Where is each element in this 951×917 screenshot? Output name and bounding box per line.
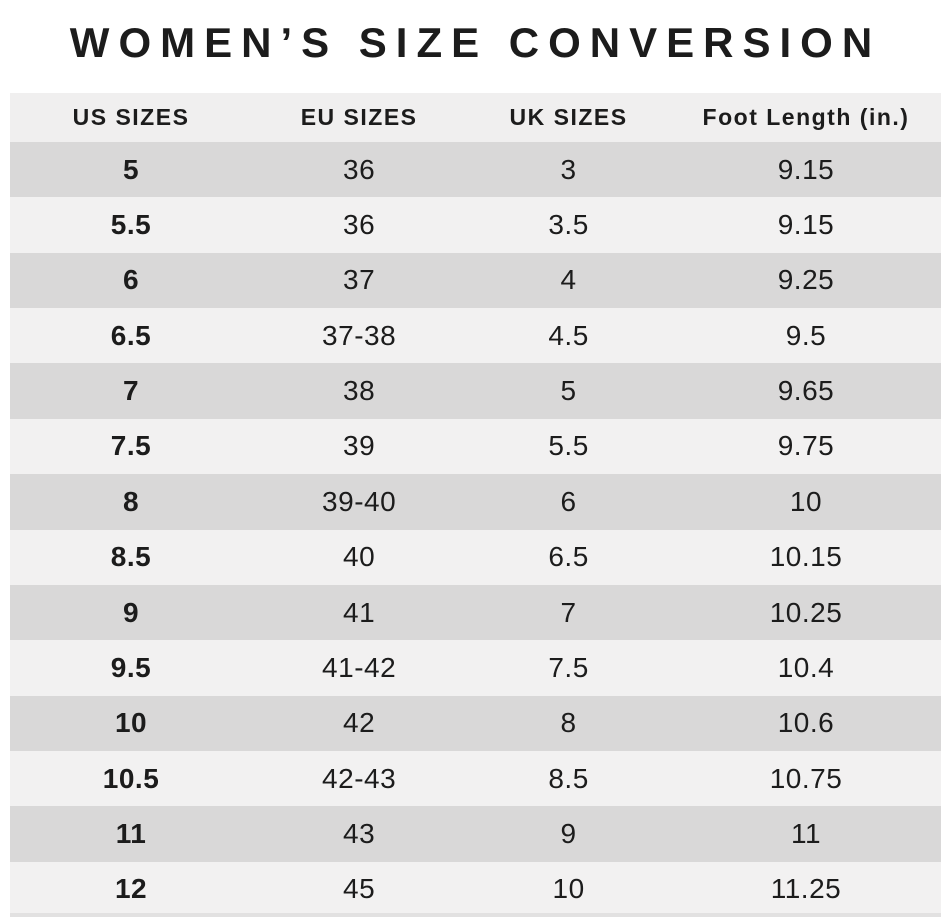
table-cell: 11: [115, 817, 147, 849]
table-cell: 39-40: [322, 485, 397, 517]
column-header-us-sizes: US SIZES: [72, 104, 190, 130]
table-cell: 9.5: [785, 319, 827, 351]
table-cell: 7.5: [110, 430, 152, 462]
table-cell: 9.15: [777, 153, 835, 185]
table-row: 7 38 5 9.65: [10, 363, 941, 419]
table-cell: 12: [114, 873, 148, 905]
table-row: 9 41 7 10.25: [10, 584, 941, 641]
column-header-foot-length: Foot Length (in.): [702, 104, 910, 130]
table-cell: 9.65: [777, 375, 835, 407]
table-cell: 10.6: [777, 707, 835, 739]
size-conversion-table: US SIZES EU SIZES UK SIZES Foot Length (…: [10, 93, 941, 917]
table-cell: 42: [343, 707, 376, 739]
table-cell: 8: [560, 707, 577, 739]
table-cell: 9.75: [777, 430, 835, 462]
table-cell: 7: [122, 375, 140, 407]
table-cell: 11.25: [770, 873, 842, 905]
table-body: 5 36 3 9.15 5.5 36 3.5 9.15 6 37 4 9.25 6.5 37-38 4.5 9…: [10, 142, 941, 917]
table-cell: 40: [343, 541, 376, 573]
table-cell: 5: [560, 375, 577, 407]
table-cell: 4.5: [548, 319, 589, 351]
table-cell: 8.5: [548, 762, 589, 794]
table-cell: 10: [789, 485, 823, 517]
next-row-edge: [10, 913, 941, 917]
table-row: 10 42 8 10.6: [10, 695, 941, 751]
table-cell: 4: [560, 264, 577, 296]
table-row: 9.5 41-42 7.5 10.4: [10, 640, 941, 696]
table-cell: 6: [122, 264, 140, 296]
title-bar: WOMEN’S SIZE CONVERSION: [0, 0, 951, 93]
table-cell: 9: [560, 817, 577, 849]
table-cell: 5.5: [110, 209, 152, 241]
table-cell: 10.5: [102, 762, 160, 794]
table-row: 5 36 3 9.15: [10, 142, 941, 198]
table-cell: 10.25: [769, 596, 843, 628]
table-cell: 8: [122, 485, 140, 517]
column-header-eu-sizes: EU SIZES: [300, 104, 418, 130]
column-header-uk-sizes: UK SIZES: [509, 104, 628, 130]
table-cell: 5.5: [548, 430, 589, 462]
table-header-row: US SIZES EU SIZES UK SIZES Foot Length (…: [10, 93, 941, 142]
table-cell: 38: [343, 375, 376, 407]
table-cell: 41: [343, 596, 376, 628]
size-table-container: US SIZES EU SIZES UK SIZES Foot Length (…: [10, 93, 941, 917]
table-cell: 10: [114, 707, 148, 739]
table-cell: 37-38: [322, 319, 397, 351]
table-cell: 10.15: [769, 541, 843, 573]
table-cell: 8.5: [110, 541, 152, 573]
table-cell: 3: [560, 153, 577, 185]
table-row: 6.5 37-38 4.5 9.5: [10, 308, 941, 364]
table-cell: 10.4: [777, 651, 835, 683]
table-cell: 39: [343, 430, 376, 462]
table-cell: 36: [343, 153, 376, 185]
table-cell: 9.5: [110, 651, 152, 683]
table-cell: 9: [122, 596, 140, 628]
table-row: 12 45 10 11.25: [10, 861, 941, 917]
table-cell: 9.15: [777, 209, 835, 241]
table-cell: 10: [552, 873, 585, 905]
table-cell: 45: [343, 873, 376, 905]
table-row: 7.5 39 5.5 9.75: [10, 418, 941, 475]
page-title: WOMEN’S SIZE CONVERSION: [69, 18, 882, 66]
table-cell: 43: [343, 817, 376, 849]
table-cell: 10.75: [769, 762, 843, 794]
table-cell: 6.5: [110, 319, 152, 351]
table-row: 5.5 36 3.5 9.15: [10, 197, 941, 253]
table-cell: 37: [343, 264, 376, 296]
table-cell: 36: [343, 209, 376, 241]
table-row: 6 37 4 9.25: [10, 252, 941, 309]
table-row: 8.5 40 6.5 10.15: [10, 529, 941, 585]
table-cell: 7: [560, 596, 577, 628]
table-cell: 7.5: [548, 651, 589, 683]
table-cell: 9.25: [777, 264, 835, 296]
table-cell: 11: [790, 817, 822, 849]
table-cell: 3.5: [548, 209, 589, 241]
table-cell: 5: [122, 153, 140, 185]
table-cell: 42-43: [322, 762, 397, 794]
table-cell: 41-42: [322, 651, 397, 683]
table-cell: 6: [560, 485, 577, 517]
table-row: 10.5 42-43 8.5 10.75: [10, 750, 941, 807]
table-row: 8 39-40 6 10: [10, 474, 941, 530]
table-cell: 6.5: [548, 541, 589, 573]
table-row: 11 43 9 11: [10, 806, 941, 862]
